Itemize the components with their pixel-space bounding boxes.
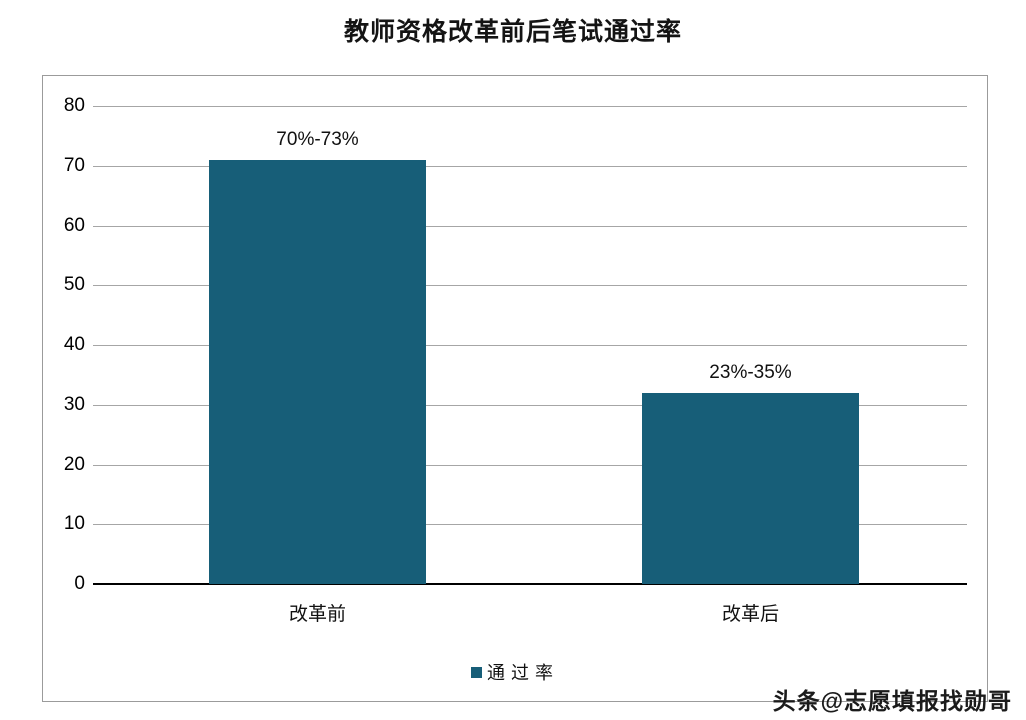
gridline [93, 404, 967, 406]
gridline [93, 106, 967, 107]
gridline [93, 165, 967, 167]
gridline [93, 524, 967, 526]
y-axis-tick-label: 30 [63, 393, 85, 415]
chart-container: 0 10 20 30 40 50 60 70 80 70%-73% 改革前 23%-35% 改革后 通过… [42, 75, 988, 702]
y-axis-tick-label: 40 [63, 334, 85, 355]
legend-swatch-icon [471, 666, 482, 678]
y-axis-tick-label: 80 [63, 95, 85, 116]
x-axis-line [93, 583, 967, 585]
chart-title: 教师资格改革前后笔试通过率 [343, 18, 682, 46]
y-axis-tick-label: 10 [63, 513, 85, 535]
legend-label: 通过率 [487, 663, 559, 683]
y-axis-tick-label: 70 [63, 154, 85, 176]
bar-data-label: 70%-73% [276, 128, 359, 150]
gridline [93, 464, 967, 466]
bar-改革前 [209, 159, 426, 584]
y-axis-tick-label: 20 [63, 453, 85, 475]
legend: 通过率 [43, 659, 987, 685]
x-axis-category-label: 改革前 [288, 604, 347, 625]
y-axis-tick-label: 60 [63, 214, 85, 236]
y-axis-tick-label: 0 [74, 573, 85, 594]
gridline [93, 225, 967, 227]
y-axis-tick-label: 50 [63, 274, 85, 296]
gridline [93, 345, 967, 346]
watermark-text: 头条@志愿填报找勋哥 [772, 688, 1012, 714]
x-axis-category-label: 改革后 [721, 604, 780, 625]
gridline [93, 285, 967, 287]
plot-area: 0 10 20 30 40 50 60 70 80 70%-73% 改革前 23%-35% 改革后 [64, 95, 967, 625]
bar-改革后 [642, 392, 859, 584]
bar-data-label: 23%-35% [709, 361, 792, 383]
